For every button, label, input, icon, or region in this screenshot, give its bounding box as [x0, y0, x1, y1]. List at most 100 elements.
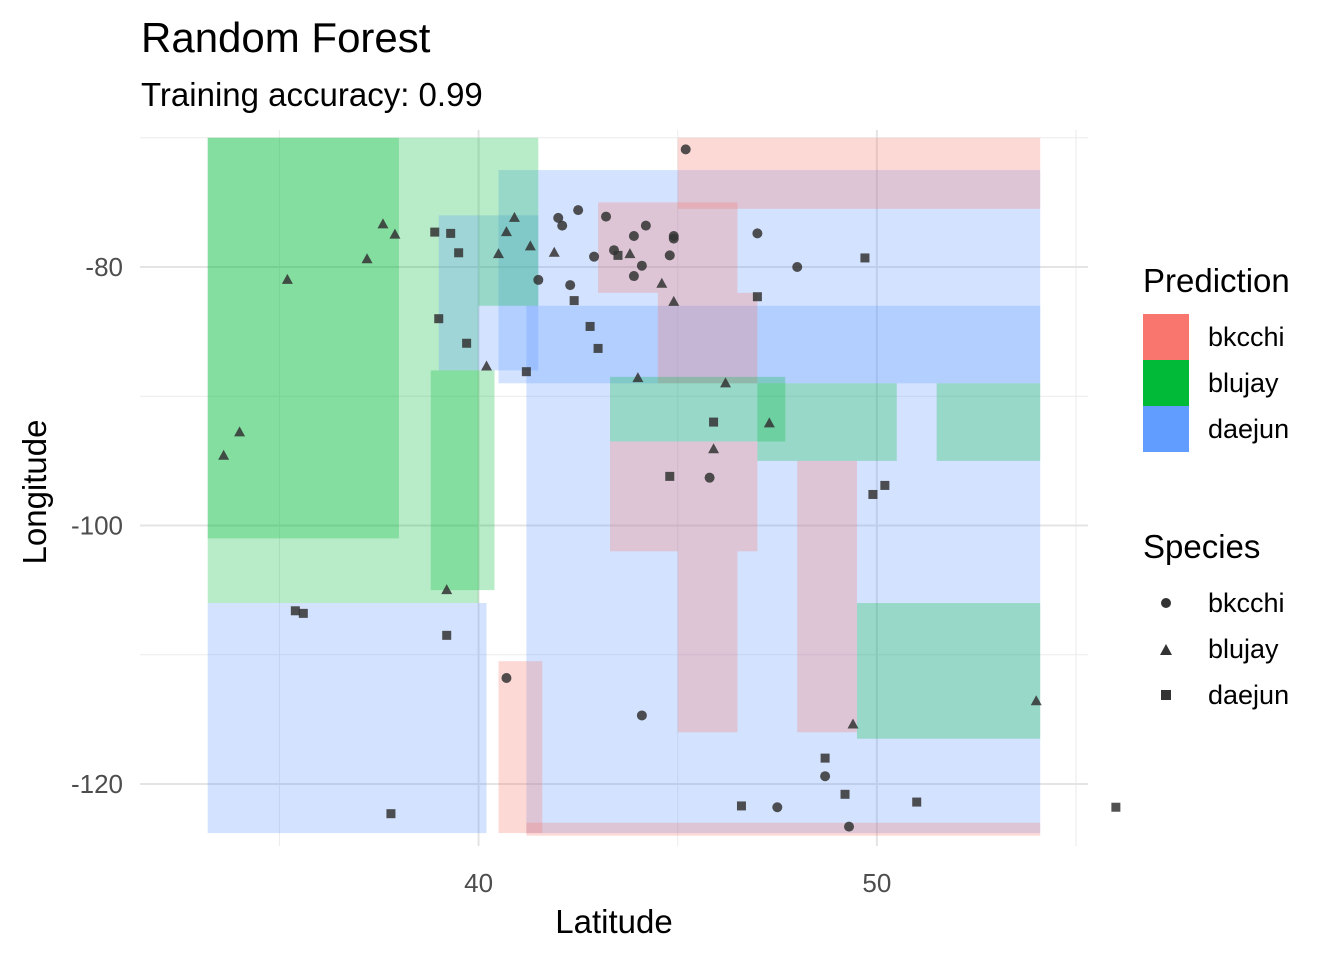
point-blujay [847, 718, 859, 729]
y-tick-label: -120 [71, 769, 123, 799]
point-blujay [624, 248, 636, 259]
point-blujay [656, 277, 668, 288]
region-blujay [207, 137, 479, 604]
point-daejun [290, 606, 300, 616]
point-blujay [234, 426, 246, 437]
region-blujay [757, 383, 897, 461]
point-blujay [441, 584, 453, 595]
point-bkcchi [844, 821, 855, 832]
legend-item-species-daejun: daejun [1143, 672, 1289, 718]
point-daejun [1111, 802, 1121, 812]
point-daejun [912, 797, 922, 807]
species-legend: Species bkcchi blujay daejun [1143, 528, 1289, 718]
point-blujay [481, 360, 493, 371]
prediction-legend-title: Prediction [1143, 262, 1290, 299]
point-bkcchi [533, 274, 544, 285]
point-blujay [1030, 695, 1042, 706]
point-blujay [377, 218, 389, 229]
chart-title: Random Forest [141, 14, 431, 61]
point-daejun [752, 292, 762, 302]
point-daejun [593, 343, 603, 353]
point-bkcchi [553, 212, 564, 223]
point-daejun [569, 296, 579, 306]
y-tick-label: -100 [71, 510, 123, 540]
point-blujay [361, 253, 373, 264]
region-bkcchi [677, 137, 1041, 209]
point-daejun [462, 338, 472, 348]
point-bkcchi [704, 472, 715, 483]
point-daejun [880, 480, 890, 490]
point-bkcchi [664, 250, 675, 261]
point-bkcchi [565, 280, 576, 291]
point-blujay [281, 273, 293, 284]
legend-label: daejun [1208, 413, 1290, 444]
point-daejun [820, 753, 830, 763]
region-daejun [526, 305, 1041, 834]
point-blujay [508, 211, 520, 222]
point-bkcchi [820, 771, 831, 782]
region-blujay [856, 603, 1041, 739]
point-daejun [386, 809, 396, 819]
region-blujay [430, 370, 495, 591]
region-blujay [478, 137, 539, 306]
legend-item-daejun: daejun [1143, 406, 1290, 452]
region-daejun [207, 603, 487, 834]
legend-label: blujay [1208, 367, 1279, 398]
point-daejun [613, 250, 623, 260]
y-tick-label: -80 [85, 252, 123, 282]
point-daejun [736, 801, 746, 811]
point-daejun [665, 471, 675, 481]
point-blujay [218, 449, 230, 460]
axis-ticks: 40 50 -80 -100 -120 [71, 252, 891, 898]
point-daejun [709, 417, 719, 427]
region-daejun [498, 170, 1041, 384]
point-bkcchi [601, 211, 612, 222]
region-bkcchi [677, 551, 738, 733]
point-daejun [442, 630, 452, 640]
point-daejun [430, 227, 440, 237]
point-bkcchi [501, 672, 512, 683]
point-daejun [840, 789, 850, 799]
region-bkcchi [526, 822, 1041, 836]
x-axis-title: Latitude [555, 903, 672, 940]
square-marker-icon [1161, 690, 1171, 700]
region-blujay [610, 376, 786, 442]
point-daejun [446, 228, 456, 238]
legend-item-blujay: blujay [1143, 360, 1290, 406]
point-daejun [868, 489, 878, 499]
point-blujay [389, 228, 401, 239]
point-blujay [763, 417, 775, 428]
region-daejun [438, 215, 539, 371]
point-blujay [524, 240, 536, 251]
y-axis-title: Longitude [16, 420, 53, 565]
point-blujay [492, 248, 504, 259]
point-bkcchi [636, 710, 647, 721]
point-blujay [708, 443, 720, 454]
point-bkcchi [772, 802, 783, 813]
x-tick-label: 50 [862, 868, 891, 898]
point-bkcchi [668, 233, 679, 244]
point-blujay [632, 372, 644, 383]
point-blujay [500, 226, 512, 237]
legend-label: daejun [1208, 679, 1290, 710]
point-daejun [860, 253, 870, 263]
legend-item-species-bkcchi: bkcchi [1143, 580, 1289, 626]
chart-subtitle: Training accuracy: 0.99 [141, 76, 483, 113]
legend-item-species-blujay: blujay [1143, 626, 1289, 672]
legend-swatch-daejun [1143, 406, 1189, 452]
point-bkcchi [573, 205, 584, 216]
point-blujay [668, 295, 680, 306]
point-daejun [454, 248, 464, 258]
point-bkcchi [640, 220, 651, 231]
region-bkcchi [657, 292, 758, 384]
point-bkcchi [589, 251, 600, 262]
point-blujay [720, 377, 732, 388]
prediction-legend: Prediction bkcchi blujay daejun [1143, 262, 1290, 452]
point-daejun [434, 314, 444, 324]
legend-label: blujay [1208, 633, 1279, 664]
grid [140, 130, 1088, 846]
legend-swatch-blujay [1143, 360, 1189, 406]
legend-item-bkcchi: bkcchi [1143, 314, 1290, 360]
species-legend-title: Species [1143, 528, 1261, 565]
point-bkcchi [752, 228, 763, 239]
